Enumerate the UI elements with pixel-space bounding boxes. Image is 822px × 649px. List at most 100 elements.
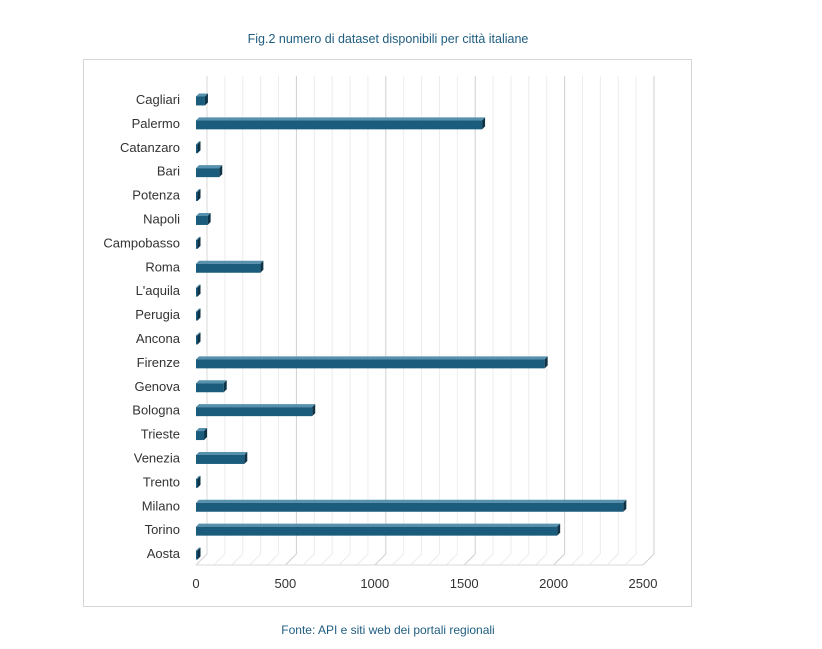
bar-perugia: [196, 308, 201, 321]
chart-frame: [83, 59, 692, 607]
chart-source: Fonte: API e siti web dei portali region…: [281, 623, 495, 637]
floor-gridline: [338, 553, 351, 566]
floor-gridline: [374, 553, 387, 566]
category-label: Napoli: [143, 211, 180, 226]
bar-end-face: [197, 141, 201, 154]
bar-end-face: [207, 212, 211, 225]
category-label: Bologna: [132, 403, 180, 418]
bar-top-face: [196, 189, 201, 193]
bar-top-face: [196, 141, 201, 145]
bar-end-face: [197, 284, 201, 297]
floor-gridline: [606, 553, 619, 566]
floor-gridline: [267, 553, 279, 566]
bar-cagliari: [196, 93, 208, 106]
bar-front-face: [196, 144, 198, 154]
bar-front-face: [196, 431, 205, 441]
bar-end-face: [197, 308, 201, 321]
bar-firenze: [196, 356, 548, 369]
bar-layer: [196, 93, 627, 560]
category-label: Palermo: [132, 116, 180, 131]
category-label: Potenza: [132, 188, 180, 203]
bar-front-face: [196, 526, 558, 536]
bar-campobasso: [196, 236, 201, 249]
bar-end-face: [197, 236, 201, 249]
bar-top-face: [196, 236, 201, 240]
floor-gridline: [320, 553, 333, 566]
floor-gridline: [428, 553, 440, 566]
bar-top-face: [196, 499, 627, 503]
bar-end-face: [544, 356, 548, 369]
bar-end-face: [204, 428, 208, 441]
floor-gridline: [499, 553, 512, 566]
bar-front-face: [196, 407, 313, 417]
x-tick-label: 500: [275, 576, 297, 591]
bar-end-face: [197, 189, 201, 202]
bar-palermo: [196, 117, 486, 130]
floor-edge-line: [195, 553, 208, 566]
category-label: Catanzaro: [120, 140, 180, 155]
category-label: Perugia: [135, 307, 181, 322]
bar-top-face: [196, 93, 208, 97]
category-label: Campobasso: [103, 235, 180, 250]
bar-top-face: [196, 260, 264, 264]
floor-gridline: [302, 553, 315, 566]
category-label: Aosta: [147, 546, 181, 561]
category-label: Bari: [157, 164, 180, 179]
bar-end-face: [219, 165, 223, 178]
bar-front-face: [196, 311, 198, 321]
bar-top-face: [196, 428, 208, 432]
bar-top-face: [196, 117, 486, 121]
bar-end-face: [557, 523, 561, 536]
bar-top-face: [196, 547, 201, 551]
category-label: Ancona: [136, 331, 181, 346]
floor-gridline: [463, 553, 476, 566]
floor-gridline: [589, 553, 601, 566]
bar-front-face: [196, 239, 198, 249]
floor-gridline: [642, 553, 655, 566]
category-label: Trieste: [141, 427, 180, 442]
bar-top-face: [196, 523, 561, 527]
bar-front-face: [196, 168, 220, 178]
floor-gridline: [624, 553, 637, 566]
bar-front-face: [196, 215, 208, 225]
bar-l-aquila: [196, 284, 201, 297]
bar-front-face: [196, 454, 245, 464]
category-label: Trento: [143, 474, 180, 489]
category-label: L'aquila: [136, 283, 181, 298]
floor-gridline: [481, 553, 494, 566]
bar-top-face: [196, 332, 201, 336]
bar-front-face: [196, 502, 624, 512]
bar-top-face: [196, 212, 211, 216]
bar-top-face: [196, 404, 316, 408]
floor-gridline: [231, 553, 244, 566]
bar-top-face: [196, 284, 201, 288]
grid-layer: [195, 76, 655, 566]
bar-front-face: [196, 263, 261, 273]
bar-end-face: [197, 332, 201, 345]
category-label: Cagliari: [136, 92, 180, 107]
bar-top-face: [196, 475, 201, 479]
floor-gridline: [285, 553, 297, 566]
bar-aosta: [196, 547, 201, 560]
floor-gridline: [249, 553, 261, 566]
bar-end-face: [312, 404, 316, 417]
bar-bologna: [196, 404, 316, 417]
bar-top-face: [196, 165, 223, 169]
bar-front-face: [196, 120, 483, 130]
bar-front-face: [196, 550, 198, 560]
category-label: Venezia: [134, 450, 181, 465]
bar-front-face: [196, 383, 224, 393]
bar-milano: [196, 499, 627, 512]
bar-front-face: [196, 287, 198, 297]
x-tick-label: 2000: [539, 576, 568, 591]
bar-roma: [196, 260, 264, 273]
bar-front-face: [196, 192, 198, 202]
bar-front-face: [196, 359, 545, 369]
floor-gridline: [517, 553, 530, 566]
bar-end-face: [197, 547, 201, 560]
bar-front-face: [196, 478, 198, 488]
bar-end-face: [260, 260, 264, 273]
bar-top-face: [196, 308, 201, 312]
bar-ancona: [196, 332, 201, 345]
